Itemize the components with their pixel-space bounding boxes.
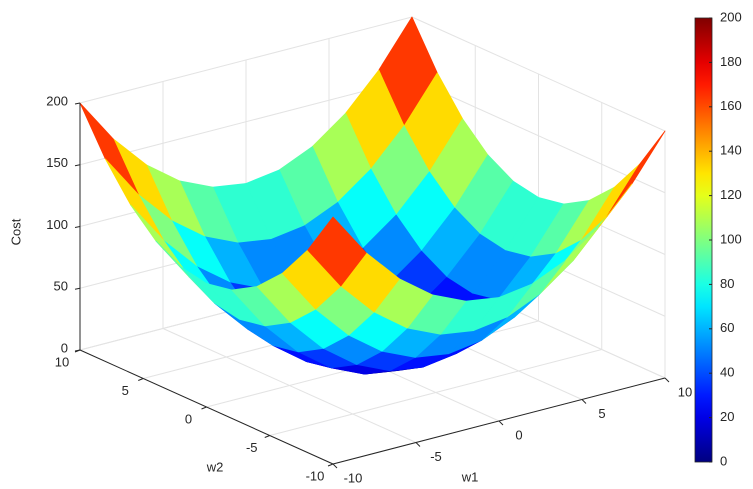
x-tick-label: 0 (515, 427, 522, 442)
y-tick (201, 406, 207, 410)
z-tick-label: 100 (46, 217, 68, 232)
colorbar-tick-label: 0 (720, 453, 727, 468)
z-tick (74, 226, 81, 228)
y-tick-label: 0 (185, 411, 192, 426)
y-tick-label: -10 (306, 468, 325, 483)
x-axis-label: w1 (461, 469, 479, 484)
z-tick-label: 200 (46, 93, 68, 108)
x-tick (415, 442, 421, 447)
colorbar-tick-label: 100 (720, 231, 742, 246)
surface-patch (307, 216, 367, 287)
y-tick-label: 5 (122, 383, 129, 398)
grid-line (411, 16, 666, 132)
y-axis-label: w2 (206, 459, 224, 474)
colorbar-tick-label: 180 (720, 54, 742, 69)
z-tick-label: 50 (54, 279, 68, 294)
z-tick (74, 164, 81, 167)
grid-line (79, 16, 413, 104)
surface-patch (79, 102, 139, 196)
colorbar-tick-label: 160 (720, 98, 742, 113)
colorbar-tick-label: 140 (720, 143, 742, 158)
colorbar-tick-label: 20 (720, 409, 734, 424)
x-tick-label: -10 (344, 470, 363, 485)
z-tick (74, 287, 81, 290)
x-tick (332, 463, 338, 469)
x-tick-label: -5 (430, 449, 442, 464)
colorbar: 0 20 40 60 80 100 120 140 160 180 200 (694, 9, 742, 468)
y-tick-label: 10 (55, 354, 69, 369)
z-tick (74, 102, 81, 105)
z-axis-label: Cost (8, 218, 23, 245)
surface (79, 16, 666, 375)
z-tick (74, 349, 81, 352)
y-tick (138, 378, 144, 381)
grid-line (411, 78, 666, 194)
colorbar-tick-label: 120 (720, 187, 742, 202)
y-tick-label: -5 (246, 440, 258, 455)
grid-line (79, 78, 413, 166)
x-tick-label: 10 (678, 384, 692, 399)
x-tick-label: 5 (598, 406, 605, 421)
colorbar-tick-label: 80 (720, 276, 734, 291)
colorbar-tick-label: 60 (720, 320, 734, 335)
grid-line (269, 349, 602, 436)
x-tick (664, 377, 670, 383)
x-tick (498, 420, 504, 426)
z-tick-label: 0 (61, 340, 68, 355)
y-tick (264, 435, 270, 438)
colorbar-tick-label: 40 (720, 365, 734, 380)
y-tick (327, 463, 334, 467)
surface-patch (606, 130, 666, 218)
colorbar-tick-label: 200 (720, 9, 742, 24)
z-tick-label: 150 (46, 155, 68, 170)
x-tick (581, 399, 587, 404)
